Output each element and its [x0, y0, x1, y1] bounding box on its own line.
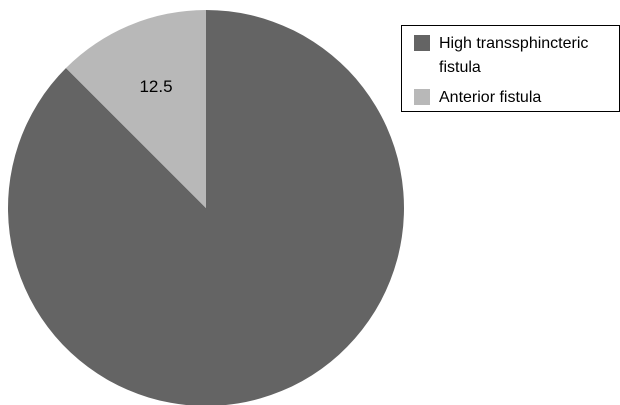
pie-data-label-anterior: 12.5	[139, 77, 172, 96]
legend-swatch-high-transsphincteric	[414, 35, 430, 51]
legend: High transsphincteric fistula Anterior f…	[401, 25, 620, 112]
legend-swatch-anterior	[414, 89, 430, 105]
pie-slice-high-transsphincteric	[8, 10, 404, 405]
legend-item-anterior: Anterior fistula	[414, 86, 614, 110]
legend-item-high-transsphincteric: High transsphincteric fistula	[414, 32, 614, 80]
legend-label-high-transsphincteric: High transsphincteric fistula	[439, 35, 589, 76]
legend-label-anterior: Anterior fistula	[439, 89, 542, 106]
pie-slice-anterior	[65, 10, 206, 208]
